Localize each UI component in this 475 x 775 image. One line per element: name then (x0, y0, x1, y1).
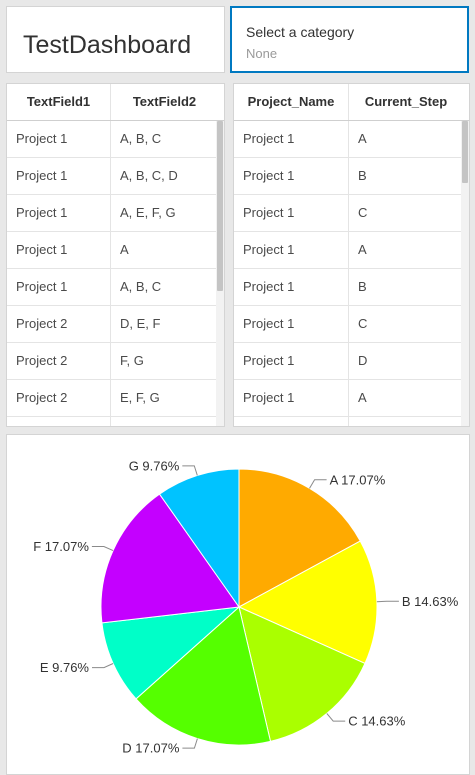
pie-label-g: G 9.76% (129, 458, 180, 473)
pie-leader-line-f (91, 546, 114, 552)
table-cell: Project 1 (243, 168, 295, 183)
projects-textfield-table: TextField1 TextField2 Project 1 A, B, C Pr… (6, 83, 225, 427)
table-cell: Project 1 (243, 353, 295, 368)
column-header-project-name[interactable]: Project_Name (247, 94, 335, 109)
table-cell: Project 2 (16, 390, 68, 405)
table-row[interactable]: Project 1 B (234, 269, 469, 306)
table-cell: A, E, F, G (120, 205, 176, 220)
table-cell: A, B, C, D (120, 168, 178, 183)
table-cell: A (358, 390, 367, 405)
table-cell: A (358, 242, 367, 257)
pie-label-e: E 9.76% (40, 660, 90, 675)
table-cell: E (349, 417, 367, 426)
category-selector-label: Select a category (246, 24, 355, 40)
table-cell: B, D, E (111, 417, 161, 426)
table-row[interactable]: Project 1E (234, 417, 469, 426)
table-cell: A, B, C (120, 131, 162, 146)
table-scrollbar-thumb[interactable] (462, 121, 468, 183)
table-row[interactable]: Project 1 A, E, F, G (7, 195, 224, 232)
table-header: Project_Name Current_Step (234, 84, 469, 121)
table-cell: C (358, 205, 368, 220)
table-cell: F, G (120, 353, 144, 368)
pie-leader-line-g (182, 465, 198, 476)
table-cell: Project 1 (16, 205, 68, 220)
table-row[interactable]: Project 2 E, F, G (7, 380, 224, 417)
pie-slice-d[interactable] (135, 606, 272, 746)
table-cell: Project 1 (16, 242, 68, 257)
page-title: TestDashboard (23, 31, 192, 59)
table-cell: A (120, 242, 129, 257)
table-cell: Project 1 (16, 168, 68, 183)
table-row[interactable]: Project 1 A, B, C, D (7, 158, 224, 195)
table-cell: A (358, 131, 367, 146)
table-cell: Project 1 (234, 417, 348, 426)
pie-slice-c[interactable] (238, 606, 366, 742)
project-steps-table: Project_Name Current_Step Project 1 A Proj… (233, 83, 470, 427)
table-row[interactable]: Project 1 C (234, 195, 469, 232)
pie-slice-b[interactable] (237, 540, 378, 665)
table-row[interactable]: Project 1 A, B, C (7, 121, 224, 158)
pie-label-a: A 17.07% (330, 472, 386, 487)
table-cell: B (358, 279, 367, 294)
table-row[interactable]: Project 1 A, B, C (7, 269, 224, 306)
pie-slice-e[interactable] (101, 606, 241, 700)
table-cell: Project 1 (16, 131, 68, 146)
pie-chart: A 17.07% B 14.63% C 14.63% D 17.07% E 9.76% F… (33, 458, 459, 756)
table-row[interactable]: Project 1 C (234, 306, 469, 343)
table-body: Project 1 A Project 1 B Project 1 C Project 1 A… (234, 121, 469, 426)
category-selector[interactable]: Select a category None (230, 6, 469, 73)
pie-leader-line-e (92, 663, 114, 669)
table-cell: Project 1 (243, 131, 295, 146)
pie-slice-g[interactable] (158, 468, 240, 609)
table-cell: D (358, 353, 368, 368)
column-header-textfield1[interactable]: TextField1 (26, 94, 91, 109)
table-row[interactable]: Project 1 B (234, 158, 469, 195)
table-cell: Project 2 (7, 417, 110, 426)
table-row[interactable]: Project 1 A (234, 380, 469, 417)
pie-leader-line-c (326, 713, 346, 722)
table-cell: Project 1 (243, 242, 295, 257)
table-scrollbar[interactable] (216, 121, 224, 426)
table-cell: B (358, 168, 367, 183)
table-cell: C (358, 316, 368, 331)
table-cell: Project 1 (243, 205, 295, 220)
table-row[interactable]: Project 1 D (234, 343, 469, 380)
table-scrollbar-thumb[interactable] (217, 121, 223, 291)
pie-chart-panel: A 17.07% B 14.63% C 14.63% D 17.07% E 9.76% F… (6, 434, 470, 775)
table-row[interactable]: Project 1 A (234, 121, 469, 158)
column-header-current-step[interactable]: Current_Step (364, 94, 448, 109)
pie-label-c: C 14.63% (348, 714, 406, 729)
table-cell: Project 1 (16, 279, 68, 294)
table-row[interactable]: Project 2B, D, E (7, 417, 224, 426)
pie-leader-line-a (309, 479, 327, 489)
table-row[interactable]: Project 2 D, E, F (7, 306, 224, 343)
table-cell: E, F, G (120, 390, 160, 405)
pie-leader-line-d (182, 738, 198, 749)
pie-label-f: F 17.07% (33, 539, 89, 554)
dashboard-title-panel: TestDashboard (6, 6, 225, 73)
category-selector-value: None (246, 46, 278, 61)
table-row[interactable]: Project 1 A (234, 232, 469, 269)
table-cell: Project 2 (16, 353, 68, 368)
table-scrollbar[interactable] (461, 121, 469, 426)
column-header-textfield2[interactable]: TextField2 (132, 94, 197, 109)
table-header: TextField1 TextField2 (7, 84, 224, 121)
pie-label-d: D 17.07% (122, 741, 180, 756)
pie-label-b: B 14.63% (402, 594, 459, 609)
table-cell: D, E, F (120, 316, 161, 331)
table-row[interactable]: Project 1 A (7, 232, 224, 269)
table-cell: Project 1 (243, 390, 295, 405)
table-cell: Project 1 (243, 279, 295, 294)
table-row[interactable]: Project 2 F, G (7, 343, 224, 380)
table-cell: Project 2 (16, 316, 68, 331)
table-cell: Project 1 (243, 316, 295, 331)
table-body: Project 1 A, B, C Project 1 A, B, C, D Proje… (7, 121, 224, 426)
table-cell: A, B, C (120, 279, 162, 294)
